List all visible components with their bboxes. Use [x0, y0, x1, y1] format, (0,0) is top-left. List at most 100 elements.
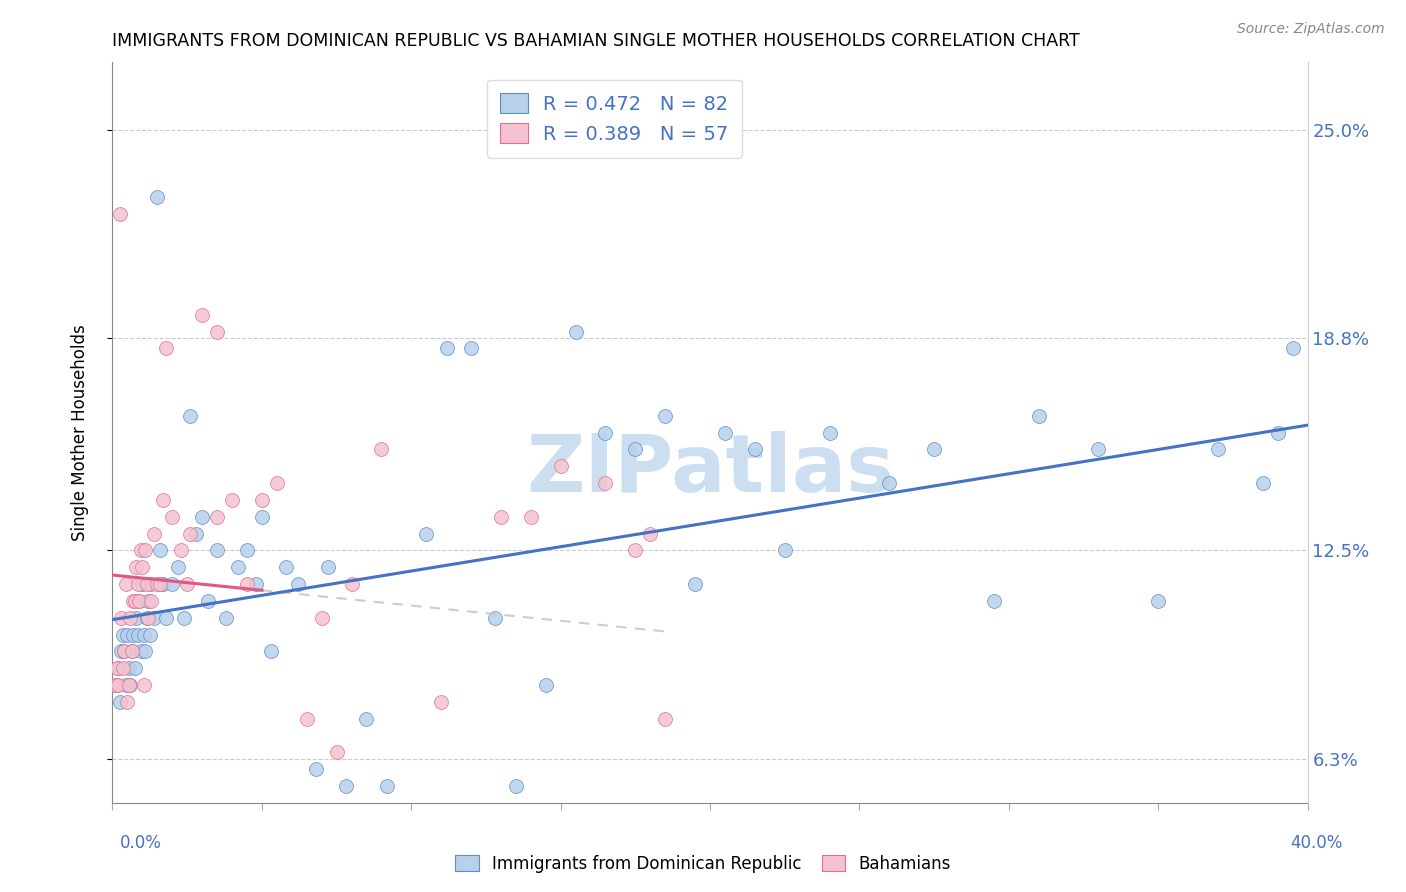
Point	[1251, 476, 1274, 491]
Point	[179, 526, 201, 541]
Point	[287, 577, 309, 591]
Text: 0.0%: 0.0%	[120, 834, 162, 852]
Point	[128, 594, 150, 608]
Point	[818, 425, 841, 440]
Point	[143, 611, 166, 625]
Point	[129, 644, 152, 658]
Point	[134, 644, 156, 658]
Point	[460, 342, 482, 356]
Point	[430, 695, 453, 709]
Point	[138, 611, 160, 625]
Point	[131, 577, 153, 591]
Point	[773, 543, 796, 558]
Point	[624, 442, 647, 457]
Point	[340, 577, 363, 591]
Point	[104, 678, 127, 692]
Point	[120, 611, 142, 625]
Point	[162, 577, 183, 591]
Point	[245, 577, 267, 591]
Point	[134, 543, 156, 558]
Point	[121, 644, 143, 658]
Point	[132, 678, 155, 692]
Point	[167, 560, 190, 574]
Point	[624, 543, 647, 558]
Point	[377, 779, 399, 793]
Point	[135, 577, 157, 591]
Y-axis label: Single Mother Households: Single Mother Households	[70, 325, 89, 541]
Point	[215, 611, 238, 625]
Point	[131, 560, 153, 574]
Point	[505, 779, 527, 793]
Point	[124, 594, 146, 608]
Point	[139, 627, 162, 641]
Point	[115, 678, 138, 692]
Point	[162, 509, 183, 524]
Point	[311, 611, 333, 625]
Point	[120, 678, 142, 692]
Point	[128, 594, 150, 608]
Point	[1281, 342, 1303, 356]
Point	[111, 661, 134, 675]
Point	[922, 442, 945, 457]
Point	[316, 560, 339, 574]
Point	[394, 813, 416, 827]
Point	[191, 308, 214, 322]
Point	[170, 543, 193, 558]
Point	[236, 543, 259, 558]
Point	[654, 712, 676, 726]
Point	[654, 863, 676, 877]
Point	[205, 509, 228, 524]
Point	[110, 611, 132, 625]
Point	[744, 442, 766, 457]
Point	[176, 577, 198, 591]
Text: IMMIGRANTS FROM DOMINICAN REPUBLIC VS BAHAMIAN SINGLE MOTHER HOUSEHOLDS CORRELAT: IMMIGRANTS FROM DOMINICAN REPUBLIC VS BA…	[112, 32, 1080, 50]
Point	[436, 342, 458, 356]
Point	[564, 325, 586, 339]
Point	[127, 627, 149, 641]
Point	[191, 863, 214, 877]
Point	[118, 661, 141, 675]
Point	[325, 745, 347, 759]
Point	[152, 492, 174, 507]
Point	[489, 509, 512, 524]
Point	[110, 644, 132, 658]
Point	[124, 661, 146, 675]
Point	[370, 442, 392, 457]
Point	[149, 543, 172, 558]
Text: ZIPatlas: ZIPatlas	[526, 431, 894, 508]
Point	[117, 695, 139, 709]
Point	[683, 577, 706, 591]
Point	[141, 594, 163, 608]
Point	[135, 611, 157, 625]
Point	[143, 526, 166, 541]
Point	[129, 543, 152, 558]
Point	[250, 492, 273, 507]
Point	[205, 543, 228, 558]
Point	[305, 762, 328, 776]
Point	[149, 577, 172, 591]
Point	[260, 644, 283, 658]
Point	[520, 509, 543, 524]
Point	[121, 644, 143, 658]
Legend: Immigrants from Dominican Republic, Bahamians: Immigrants from Dominican Republic, Baha…	[449, 848, 957, 880]
Point	[105, 678, 128, 692]
Point	[152, 577, 174, 591]
Point	[274, 560, 297, 574]
Point	[534, 678, 557, 692]
Point	[125, 611, 148, 625]
Point	[114, 644, 135, 658]
Point	[186, 526, 208, 541]
Point	[335, 779, 357, 793]
Point	[146, 577, 169, 591]
Point	[983, 594, 1005, 608]
Point	[141, 577, 163, 591]
Point	[122, 627, 145, 641]
Point	[654, 409, 676, 423]
Point	[550, 459, 572, 474]
Point	[108, 207, 131, 221]
Point	[1087, 442, 1109, 457]
Point	[236, 577, 259, 591]
Text: 40.0%: 40.0%	[1291, 834, 1343, 852]
Point	[1147, 594, 1170, 608]
Point	[179, 409, 201, 423]
